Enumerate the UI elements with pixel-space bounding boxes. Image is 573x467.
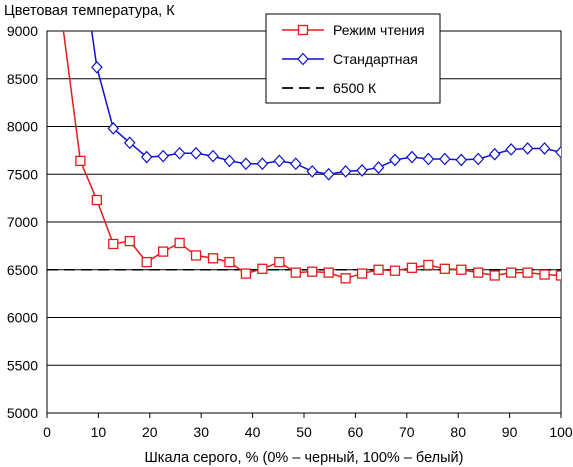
data-point: [158, 246, 169, 257]
data-point: [423, 259, 434, 271]
data-point: [439, 263, 450, 274]
data-point: [141, 256, 152, 268]
data-point: [124, 235, 135, 247]
x-tick-label: 70: [399, 424, 415, 440]
data-point: [472, 152, 485, 166]
data-point: [307, 266, 318, 277]
x-tick-label: 50: [296, 424, 312, 440]
y-tick-label: 5000: [7, 405, 38, 421]
data-point: [256, 157, 269, 171]
data-point: [522, 267, 533, 278]
y-tick-label: 6500: [7, 262, 38, 278]
data-point: [207, 253, 219, 264]
data-point: [339, 164, 352, 178]
data-point: [306, 164, 319, 178]
x-tick-label: 60: [348, 424, 364, 440]
y-tick-label: 7500: [7, 166, 38, 182]
data-point: [174, 237, 185, 249]
x-tick-label: 80: [450, 424, 466, 440]
y-tick-label: 8500: [7, 71, 38, 87]
data-point: [207, 149, 219, 163]
data-point: [538, 142, 551, 155]
data-point: [389, 265, 401, 276]
data-point: [75, 155, 86, 167]
data-point: [406, 262, 418, 273]
data-point: [322, 167, 335, 181]
data-point: [91, 194, 103, 206]
x-tick-label: 90: [502, 424, 518, 440]
data-point: [240, 157, 252, 171]
data-point: [140, 150, 153, 164]
legend-label: 6500 К: [333, 80, 377, 96]
data-point: [297, 24, 309, 36]
data-point: [224, 256, 235, 268]
data-point: [157, 149, 169, 163]
data-point: [489, 270, 500, 281]
data-point: [521, 142, 534, 155]
data-point: [223, 154, 236, 168]
data-point: [439, 152, 451, 166]
legend-label: Стандартная: [333, 51, 418, 67]
data-point: [257, 263, 268, 274]
data-point: [455, 153, 468, 167]
series-square: [62, 31, 561, 284]
y-axis-title: Цветовая температура, К: [4, 3, 175, 19]
legend-entry: Стандартная: [282, 51, 418, 67]
series-layer: [47, 31, 561, 284]
data-point: [107, 122, 120, 135]
data-point: [356, 164, 368, 177]
data-point: [289, 157, 302, 171]
data-point: [297, 52, 309, 66]
data-point: [190, 146, 202, 160]
data-point: [406, 150, 418, 164]
data-point: [505, 267, 517, 278]
data-point: [505, 143, 517, 156]
x-tick-label: 30: [193, 424, 209, 440]
x-tick-label: 40: [245, 424, 261, 440]
data-point: [456, 264, 467, 275]
data-point: [123, 136, 136, 150]
data-point: [240, 268, 252, 279]
y-tick-label: 9000: [7, 23, 38, 39]
legend-entry: 6500 К: [282, 80, 377, 96]
data-point: [389, 153, 401, 167]
data-point: [473, 267, 484, 278]
data-point: [555, 270, 561, 281]
data-point: [539, 269, 550, 280]
y-tick-label: 8000: [7, 119, 38, 135]
x-tick-label: 100: [549, 424, 573, 440]
legend-entry: Режим чтения: [282, 22, 425, 38]
data-point: [488, 147, 501, 161]
data-point: [372, 161, 385, 174]
x-axis-title: Шкала серого, % (0% – черный, 100% – бел…: [145, 450, 464, 466]
y-tick-label: 7000: [7, 214, 38, 230]
data-point: [323, 267, 334, 278]
data-point: [340, 273, 351, 284]
legend: Режим чтения Стандартная 6500 К: [265, 13, 441, 104]
x-tick-label: 10: [91, 424, 107, 440]
data-point: [422, 152, 435, 166]
axis-ticks: 5000 5500 6000 6500 7000 7500 8000 8500 9000 0 10 2…: [7, 23, 573, 440]
data-point: [274, 256, 285, 268]
y-tick-label: 5500: [7, 357, 38, 373]
data-point: [108, 238, 119, 250]
data-point: [273, 154, 286, 168]
data-point: [190, 250, 202, 261]
data-point: [91, 60, 103, 74]
data-point: [373, 264, 384, 275]
legend-label: Режим чтения: [333, 22, 425, 38]
data-point: [290, 267, 301, 278]
data-point: [173, 146, 186, 160]
data-point: [555, 145, 561, 159]
x-tick-label: 20: [142, 424, 158, 440]
series-diamond: [90, 31, 561, 181]
x-tick-label: 0: [43, 424, 51, 440]
y-tick-label: 6000: [7, 310, 38, 326]
data-point: [356, 268, 368, 279]
